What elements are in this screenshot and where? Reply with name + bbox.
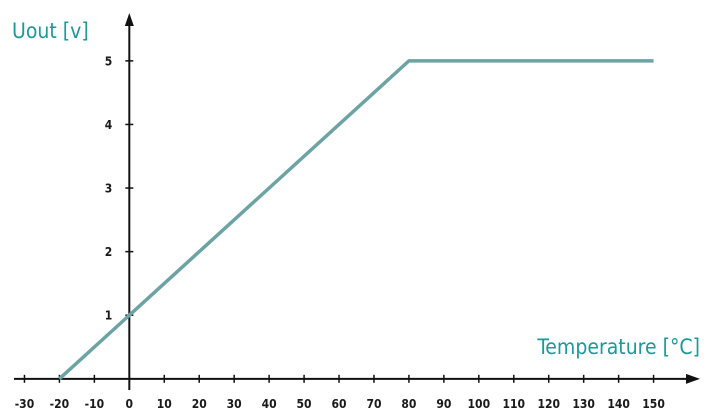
x-tick-label: 70 — [366, 397, 381, 411]
x-tick-label: 60 — [332, 397, 347, 411]
x-tick-label: 50 — [297, 397, 312, 411]
x-tick-label: 90 — [436, 397, 451, 411]
x-tick-label: -30 — [15, 397, 35, 411]
x-tick-label: 140 — [607, 397, 630, 411]
y-tick-label: 2 — [105, 245, 113, 259]
y-axis-arrow — [124, 13, 134, 26]
x-axis-title: Temperature [°C] — [536, 335, 700, 359]
x-tick-label: 80 — [401, 397, 416, 411]
x-tick-label: 120 — [537, 397, 560, 411]
y-tick-label: 5 — [105, 54, 113, 68]
x-tick-label: -10 — [85, 397, 105, 411]
x-axis-arrow — [686, 373, 700, 384]
series-group — [58, 59, 654, 381]
x-tick-label: 150 — [642, 397, 665, 411]
axes — [14, 13, 700, 390]
y-axis-title: Uout [v] — [12, 19, 89, 43]
x-tick-label: 10 — [157, 397, 172, 411]
y-tick-label: 4 — [105, 118, 113, 132]
y-tick-label: 1 — [105, 309, 113, 323]
x-tick-label: -20 — [50, 397, 70, 411]
x-tick-label: 100 — [468, 397, 491, 411]
series-line — [58, 59, 654, 381]
x-ticks: -30 -20 -10 0 10 20 30 40 50 60 70 80 90 100 110 120 130… — [15, 374, 665, 411]
x-tick-label: 20 — [192, 397, 207, 411]
x-tick-label: 110 — [502, 397, 525, 411]
y-tick-label: 3 — [105, 182, 113, 196]
x-tick-label: 130 — [572, 397, 595, 411]
y-ticks: 1 2 3 4 5 — [105, 54, 134, 323]
x-tick-label: 40 — [262, 397, 277, 411]
x-tick-label: 30 — [227, 397, 242, 411]
x-tick-label: 0 — [126, 397, 134, 411]
